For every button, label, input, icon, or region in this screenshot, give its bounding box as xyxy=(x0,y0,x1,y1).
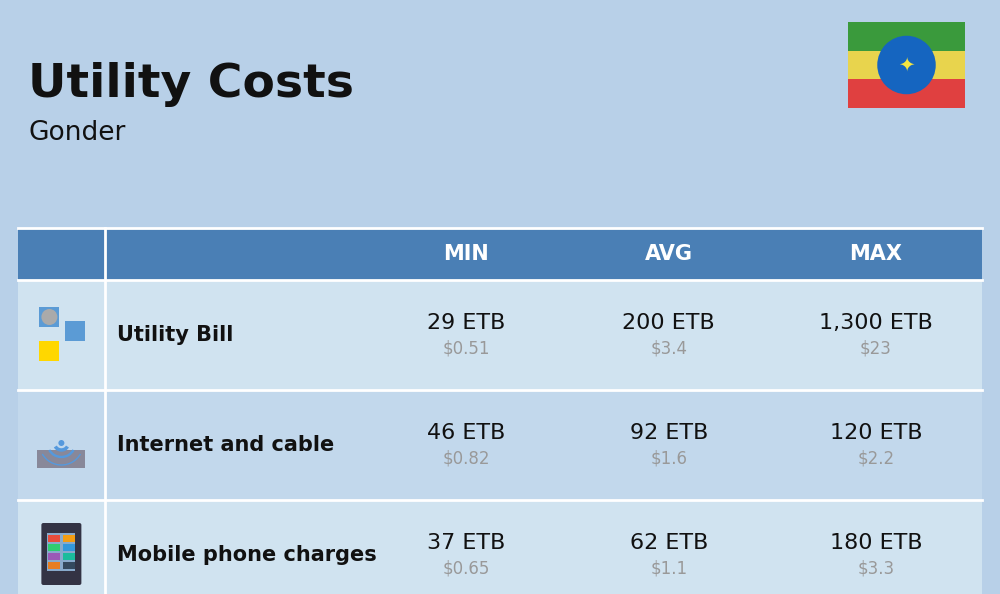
Text: $3.4: $3.4 xyxy=(650,340,687,358)
Text: Utility Costs: Utility Costs xyxy=(28,62,354,107)
Bar xyxy=(63,544,75,551)
Circle shape xyxy=(41,309,57,325)
Bar xyxy=(18,500,105,594)
Bar xyxy=(18,280,105,390)
FancyBboxPatch shape xyxy=(41,523,81,585)
Bar xyxy=(18,280,982,390)
Text: 1,300 ETB: 1,300 ETB xyxy=(819,313,933,333)
Text: $1.1: $1.1 xyxy=(650,560,687,578)
Text: Mobile phone charges: Mobile phone charges xyxy=(117,545,377,565)
Bar xyxy=(48,544,60,551)
Text: MAX: MAX xyxy=(849,244,902,264)
Bar xyxy=(39,307,59,327)
Circle shape xyxy=(58,440,64,446)
Bar xyxy=(48,562,60,569)
Text: 46 ETB: 46 ETB xyxy=(427,423,505,443)
Text: $0.65: $0.65 xyxy=(443,560,490,578)
Text: Internet and cable: Internet and cable xyxy=(117,435,334,455)
Bar xyxy=(48,535,60,542)
Bar xyxy=(18,390,105,500)
Bar xyxy=(47,533,75,571)
Bar xyxy=(63,562,75,569)
Text: Gonder: Gonder xyxy=(28,120,125,146)
Bar xyxy=(39,341,59,361)
Bar xyxy=(848,50,965,80)
Bar xyxy=(848,80,965,108)
Text: 62 ETB: 62 ETB xyxy=(630,533,708,553)
Text: $2.2: $2.2 xyxy=(857,450,895,468)
Text: $0.51: $0.51 xyxy=(443,340,490,358)
Text: 120 ETB: 120 ETB xyxy=(830,423,922,443)
Text: $3.3: $3.3 xyxy=(857,560,895,578)
Text: 200 ETB: 200 ETB xyxy=(622,313,715,333)
Bar xyxy=(37,450,85,468)
Bar xyxy=(63,553,75,560)
Text: $0.82: $0.82 xyxy=(443,450,490,468)
Bar xyxy=(848,22,965,50)
Bar xyxy=(48,553,60,560)
Bar xyxy=(63,535,75,542)
Text: $23: $23 xyxy=(860,340,892,358)
Bar xyxy=(18,500,982,594)
Text: 180 ETB: 180 ETB xyxy=(830,533,922,553)
Text: Utility Bill: Utility Bill xyxy=(117,325,233,345)
Text: 37 ETB: 37 ETB xyxy=(427,533,505,553)
Bar xyxy=(65,321,85,341)
Text: 29 ETB: 29 ETB xyxy=(427,313,505,333)
Bar xyxy=(18,228,982,280)
Text: 92 ETB: 92 ETB xyxy=(630,423,708,443)
Text: MIN: MIN xyxy=(443,244,489,264)
Text: AVG: AVG xyxy=(645,244,693,264)
Text: $1.6: $1.6 xyxy=(650,450,687,468)
Circle shape xyxy=(877,36,936,94)
Bar xyxy=(18,390,982,500)
Text: ✦: ✦ xyxy=(898,55,915,74)
